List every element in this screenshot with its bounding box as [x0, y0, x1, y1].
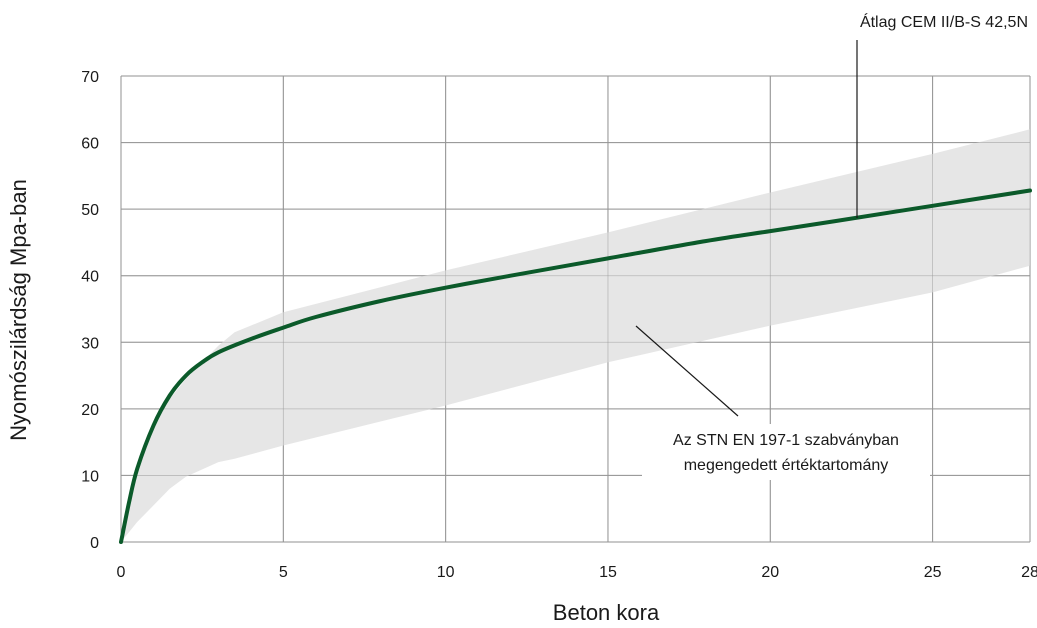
average-strength-line [119, 188, 1032, 544]
band-annotation-label-line1: Az STN EN 197-1 szabványban [673, 432, 899, 449]
y-tick-label: 10 [81, 468, 99, 485]
x-tick-label: 28 [1021, 564, 1037, 581]
x-tick-label: 0 [117, 564, 126, 581]
y-axis-title: Nyomószilárdság Mpa-ban [6, 179, 31, 441]
y-tick-label: 40 [81, 269, 99, 286]
x-axis-title: Beton kora [553, 600, 660, 625]
x-tick-label: 10 [437, 564, 455, 581]
x-tick-label: 15 [599, 564, 617, 581]
y-tick-label: 50 [81, 202, 99, 219]
x-tick-label: 5 [279, 564, 288, 581]
band-annotation-backdrop [642, 424, 930, 480]
avg-annotation-label: Átlag CEM II/B-S 42,5N [860, 12, 1028, 31]
band-annotation-leader [635, 325, 739, 417]
x-axis-ticks: 0 5 10 15 20 25 28 [117, 564, 1037, 581]
y-tick-label: 70 [81, 69, 99, 86]
y-tick-label: 0 [90, 535, 99, 552]
y-axis-ticks: 0 10 20 30 40 50 60 70 [81, 69, 99, 552]
x-tick-label: 20 [761, 564, 779, 581]
x-tick-label: 25 [924, 564, 942, 581]
y-tick-label: 30 [81, 335, 99, 352]
y-tick-label: 20 [81, 402, 99, 419]
tolerance-band [121, 129, 1030, 543]
band-annotation-label-line2: megengedett értéktartomány [684, 457, 889, 474]
y-tick-label: 60 [81, 136, 99, 153]
